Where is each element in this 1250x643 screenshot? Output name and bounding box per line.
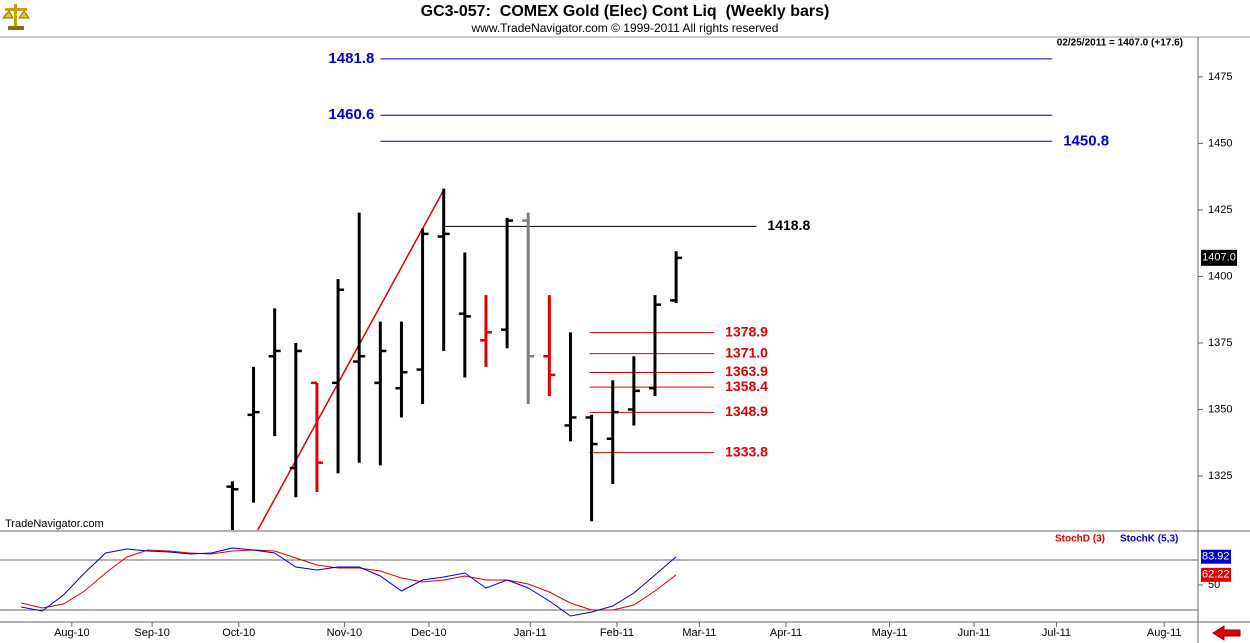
x-tick-label: Mar-11 bbox=[682, 627, 716, 639]
x-tick-label: Jul-11 bbox=[1042, 627, 1071, 639]
x-tick-label: Jan-11 bbox=[514, 627, 547, 639]
overlay: 1325 1350 1375 1400 1425 1450 1475 1481.8 1460.6… bbox=[54, 50, 1237, 639]
legend-entry: StochD (3) bbox=[1055, 534, 1105, 545]
x-tick-label: Sep-10 bbox=[134, 627, 169, 639]
stoch-line bbox=[21, 547, 677, 617]
level-label: 1418.8 bbox=[767, 217, 810, 233]
last-value-box bbox=[1201, 249, 1237, 266]
level-label: 1460.6 bbox=[328, 106, 374, 123]
last-value-label: 62.22 bbox=[1202, 569, 1230, 581]
x-tick-label: Aug-10 bbox=[54, 627, 89, 639]
last-info: 02/25/2011 = 1407.0 (+17.6) bbox=[1057, 38, 1183, 49]
chart-subtitle: www.TradeNavigator.com © 1999-2011 All r… bbox=[471, 21, 779, 35]
x-tick-label: Apr-11 bbox=[770, 627, 802, 639]
y-tick-label: 1325 bbox=[1208, 470, 1232, 482]
last-value-label: 1407.0 bbox=[1202, 252, 1236, 264]
y-tick-label: 1400 bbox=[1208, 270, 1232, 282]
level-label: 1378.9 bbox=[725, 323, 768, 339]
stoch-line bbox=[21, 549, 677, 611]
price-plot bbox=[226, 58, 1053, 530]
last-value-box bbox=[1201, 549, 1231, 564]
x-tick-label: Dec-10 bbox=[411, 627, 446, 639]
y-tick-label: 1450 bbox=[1208, 137, 1232, 149]
stoch-plot bbox=[0, 547, 1198, 617]
trend-line bbox=[257, 189, 445, 530]
legend-entry: StochK (5,3) bbox=[1120, 534, 1178, 545]
level-label: 1481.8 bbox=[328, 50, 374, 67]
last-value-label: 83.92 bbox=[1202, 551, 1230, 563]
level-label: 1371.0 bbox=[725, 344, 768, 360]
level-label: 1358.4 bbox=[725, 378, 768, 394]
y-tick-label: 1475 bbox=[1208, 71, 1232, 83]
logo-icon bbox=[1, 4, 30, 30]
level-label: 1348.9 bbox=[725, 403, 768, 419]
y-tick-label: 1425 bbox=[1208, 204, 1232, 216]
chart-title: GC3-057: COMEX Gold (Elec) Cont Liq (Wee… bbox=[421, 3, 830, 20]
watermark: TradeNavigator.com bbox=[5, 518, 104, 530]
y-tick-label: 1350 bbox=[1208, 403, 1232, 415]
y-tick-label: 1375 bbox=[1208, 337, 1232, 349]
x-tick-label: Aug-11 bbox=[1147, 627, 1182, 639]
y-tick-label: 50 bbox=[1208, 579, 1220, 591]
scroll-arrow-icon[interactable] bbox=[1212, 625, 1241, 641]
x-tick-label: Feb-11 bbox=[600, 627, 634, 639]
last-value-box bbox=[1201, 567, 1231, 582]
x-tick-label: May-11 bbox=[872, 627, 908, 639]
level-label: 1363.9 bbox=[725, 363, 768, 379]
x-tick-label: Oct-10 bbox=[222, 627, 255, 639]
level-label: 1450.8 bbox=[1063, 132, 1109, 149]
level-label: 1333.8 bbox=[725, 443, 768, 459]
x-tick-label: Nov-10 bbox=[327, 627, 362, 639]
x-tick-label: Jun-11 bbox=[958, 627, 991, 639]
